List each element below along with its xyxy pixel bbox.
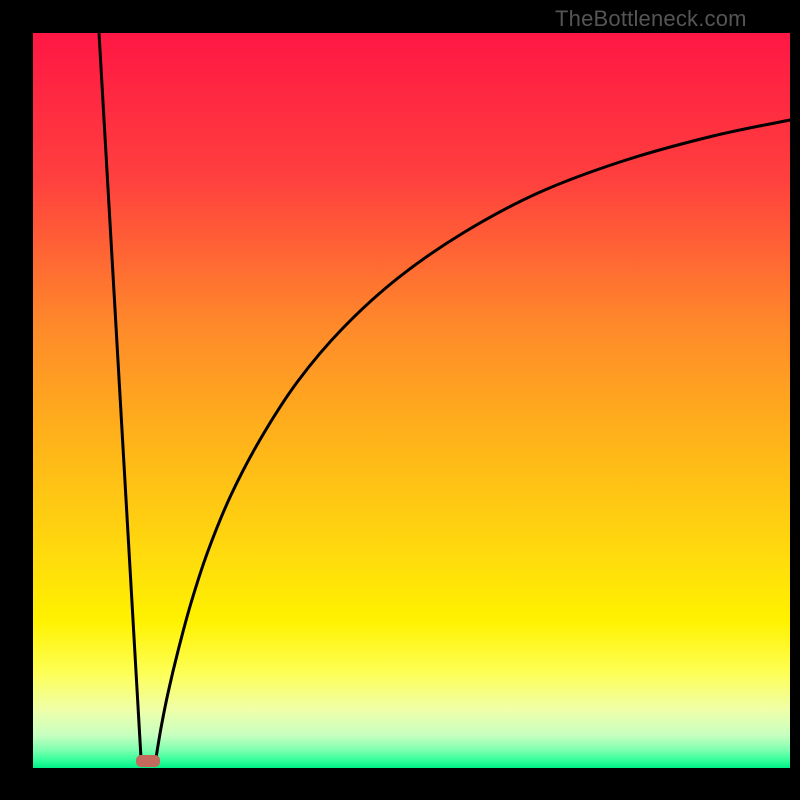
watermark-text: TheBottleneck.com [555, 6, 747, 32]
left-curve-line [99, 33, 141, 758]
bottleneck-curves [33, 33, 790, 768]
optimum-marker [136, 755, 160, 767]
right-curve-line [156, 120, 790, 758]
plot-area [33, 33, 790, 768]
